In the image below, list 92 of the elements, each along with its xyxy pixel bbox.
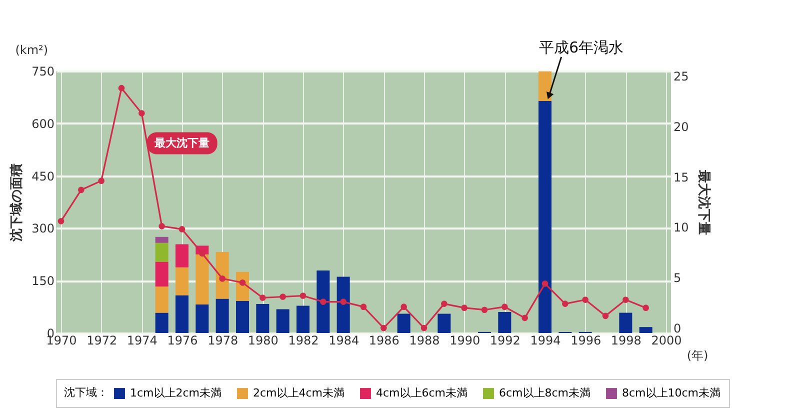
- bar: [639, 327, 652, 333]
- bar: [155, 242, 168, 262]
- y-axis-title: 沈下域の面積: [10, 164, 25, 242]
- y2-tick-label: 20: [674, 120, 689, 134]
- x-tick-label: 1974: [126, 334, 158, 348]
- x-tick-label: 1986: [368, 334, 400, 348]
- point: [522, 314, 528, 322]
- point: [340, 298, 346, 305]
- y2-tick-label: 0: [674, 322, 682, 336]
- y2-tick-label: 25: [674, 70, 689, 84]
- bar: [155, 312, 168, 333]
- x-tick-label: 1984: [328, 334, 360, 348]
- legend-label: 8cm以上10cm未満: [622, 386, 721, 400]
- x-tick-label: 2000: [651, 334, 682, 348]
- bar: [438, 314, 451, 333]
- point: [441, 300, 448, 307]
- legend-label: 4cm以上6cm未満: [376, 386, 468, 400]
- point: [420, 324, 428, 332]
- x-tick-label: 1998: [610, 334, 642, 348]
- point: [320, 298, 326, 305]
- point: [260, 294, 266, 301]
- y2-tick-label: 15: [674, 170, 689, 184]
- x-tick-label: 1990: [450, 334, 480, 348]
- bar: [196, 304, 209, 333]
- point: [622, 296, 629, 303]
- x-tick-label: 1996: [570, 334, 602, 348]
- x-tick-label: 1980: [248, 334, 278, 348]
- point: [502, 304, 508, 310]
- bar: [176, 244, 188, 268]
- x-tick-label: 1994: [530, 334, 561, 348]
- legend-label: 2cm以上4cm未満: [253, 386, 345, 400]
- point: [239, 279, 246, 286]
- annotation: 平成6年渇水: [539, 38, 624, 57]
- point: [219, 275, 226, 282]
- point: [642, 304, 649, 311]
- y2-axis-title: 最大沈下量: [696, 169, 711, 235]
- y-tick-label: 150: [32, 274, 54, 288]
- point: [481, 306, 488, 314]
- y-tick-label: 750: [32, 64, 54, 78]
- point: [461, 304, 468, 311]
- bar: [216, 298, 229, 333]
- bar: [498, 312, 512, 333]
- bar: [619, 312, 632, 333]
- point: [138, 110, 145, 116]
- bar: [176, 267, 188, 296]
- bar: [155, 236, 168, 243]
- point: [400, 304, 407, 310]
- bar: [176, 295, 188, 333]
- bar: [155, 286, 168, 313]
- x-tick-label: 1982: [288, 334, 319, 348]
- point: [360, 304, 367, 310]
- point: [78, 186, 84, 194]
- bar: [397, 314, 410, 333]
- point: [280, 294, 286, 300]
- point: [602, 312, 609, 320]
- y-tick-label: 450: [32, 169, 54, 184]
- point: [158, 223, 165, 230]
- point: [300, 292, 306, 299]
- y-tick-label: 300: [32, 222, 54, 236]
- bar: [276, 309, 290, 333]
- y-tick-label: 600: [32, 116, 54, 131]
- text: (km²): [15, 43, 48, 57]
- x-tick-label: 1992: [490, 334, 520, 348]
- bar: [296, 306, 310, 333]
- series-label: 最大沈下量: [154, 136, 210, 150]
- x-tick-label: 1978: [208, 334, 238, 348]
- x-tick-label: 1988: [409, 334, 440, 348]
- point: [178, 226, 186, 232]
- x-axis-title: (年): [686, 348, 708, 362]
- bar: [236, 300, 249, 333]
- y2-tick-label: 5: [674, 271, 682, 286]
- bar: [538, 101, 552, 333]
- x-tick-label: 1972: [86, 334, 118, 348]
- bar: [216, 252, 229, 299]
- point: [58, 218, 64, 224]
- bar: [155, 262, 168, 287]
- bar: [538, 71, 552, 102]
- point: [98, 178, 104, 184]
- bar: [316, 270, 330, 333]
- point: [542, 280, 548, 287]
- x-tick-label: 1976: [167, 334, 198, 348]
- bar: [196, 254, 209, 304]
- bar: [336, 276, 350, 333]
- y2-tick-label: 10: [674, 220, 689, 235]
- point: [582, 296, 588, 303]
- legend-label: 1cm以上2cm未満: [130, 386, 222, 400]
- point: [562, 300, 568, 307]
- bar: [256, 304, 270, 333]
- legend-label: 6cm以上8cm未満: [499, 386, 591, 400]
- point: [118, 84, 125, 92]
- legend-title: 沈下域：: [64, 386, 108, 399]
- point: [380, 324, 387, 332]
